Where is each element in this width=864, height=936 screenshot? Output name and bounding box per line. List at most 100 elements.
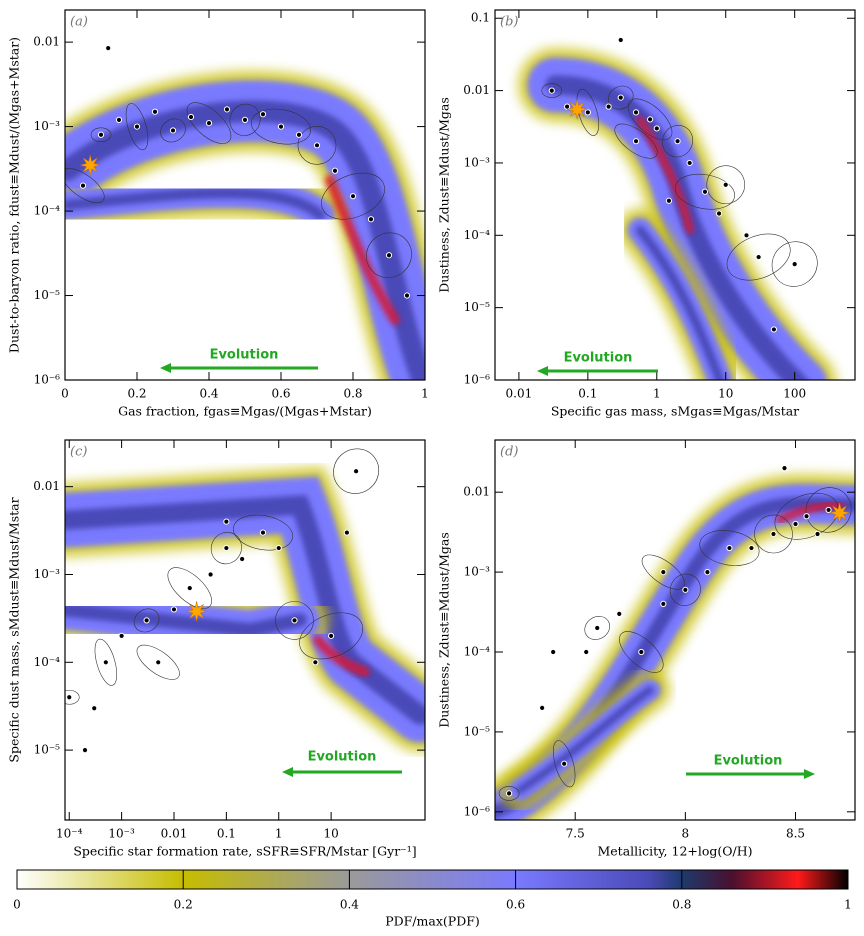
- y-tick-label: 10⁻⁶: [34, 373, 61, 387]
- y-tick-label: 10⁻⁵: [34, 743, 61, 757]
- y-tick-label: 10⁻³: [464, 155, 491, 169]
- data-point: [665, 197, 673, 204]
- error-ellipse: [771, 241, 818, 287]
- error-ellipse: [65, 168, 105, 204]
- data-point: [605, 103, 612, 110]
- data-point: [803, 513, 810, 520]
- data-point: [343, 529, 350, 536]
- x-tick-label: 0.1: [217, 827, 236, 841]
- error-ellipse: [584, 616, 610, 640]
- error-ellipse: [726, 233, 791, 281]
- y-axis-label: Dust-to-baryon ratio, fdust≡Mdust/(Mgas+…: [7, 37, 22, 353]
- error-ellipse: [232, 514, 293, 551]
- data-point: [539, 704, 546, 711]
- data-point: [187, 113, 195, 121]
- data-point: [118, 632, 125, 639]
- data-point: [755, 253, 762, 261]
- error-ellipse: [699, 530, 760, 566]
- colorbar-tick-label: 0: [13, 898, 21, 912]
- data-point: [151, 108, 159, 115]
- plot-frame: [494, 9, 856, 381]
- x-tick-label: 1: [421, 387, 429, 401]
- data-point: [617, 94, 624, 101]
- x-axis-label: Specific star formation rate, sSFR≡SFR/M…: [73, 844, 416, 859]
- plot-area: [518, 36, 836, 380]
- star-marker: [186, 601, 207, 622]
- data-point: [674, 138, 681, 145]
- error-ellipse: [366, 232, 412, 278]
- error-ellipse: [754, 514, 793, 554]
- y-tick-label: 10⁻⁵: [464, 300, 491, 314]
- data-point: [313, 142, 321, 149]
- panel-label: (a): [70, 15, 88, 30]
- y-axis-label: Dustiness, Zdust≡Mdust/Mgas: [437, 532, 452, 728]
- data-point: [632, 109, 640, 116]
- error-ellipse: [669, 573, 701, 606]
- data-point: [632, 138, 640, 145]
- data-point: [617, 36, 624, 44]
- panel-label: (c): [70, 445, 87, 460]
- x-tick-label: 10: [323, 827, 338, 841]
- y-tick-label: 10⁻⁴: [34, 204, 61, 218]
- data-point: [715, 210, 723, 217]
- data-point: [403, 292, 411, 299]
- error-ellipse: [210, 531, 242, 565]
- x-tick-label: 0: [61, 387, 69, 401]
- error-ellipse: [333, 448, 380, 494]
- y-tick-label: 10⁻³: [34, 119, 61, 133]
- data-point: [594, 624, 601, 632]
- data-point: [105, 44, 112, 52]
- x-tick-label: 0.8: [343, 387, 362, 401]
- y-tick-label: 0.01: [33, 479, 60, 493]
- density-peak: [636, 116, 694, 234]
- error-ellipse: [94, 638, 118, 686]
- data-point: [143, 617, 150, 624]
- error-ellipse: [641, 554, 685, 590]
- data-point: [239, 555, 246, 563]
- data-point: [241, 116, 249, 123]
- colorbar-tick-label: 0.6: [506, 898, 525, 912]
- panel-label: (d): [500, 445, 518, 460]
- data-point: [115, 116, 123, 123]
- data-point: [102, 659, 109, 666]
- y-tick-label: 10⁻⁴: [34, 655, 61, 669]
- panel: 10⁻⁴ 10⁻³ 0.01 0.1 1 10 10⁻⁵ 10⁻⁴ 10⁻³ 0.01 Specif…: [7, 439, 426, 859]
- x-tick-label: 1: [653, 387, 661, 401]
- colorbar-tick-label: 0.8: [672, 898, 691, 912]
- data-point: [792, 520, 799, 528]
- data-point: [781, 465, 788, 472]
- data-point: [353, 468, 360, 475]
- error-ellipse: [321, 172, 385, 220]
- y-tick-label: 10⁻⁶: [464, 373, 491, 387]
- data-point: [277, 123, 285, 130]
- x-tick-label: 10: [718, 387, 733, 401]
- y-axis-label: Dustiness, Zdust≡Mdust/Mgas: [437, 97, 452, 293]
- star-marker: [80, 155, 101, 176]
- y-tick-label: 10⁻⁶: [464, 804, 491, 818]
- data-point: [647, 116, 654, 123]
- error-ellipse: [275, 601, 314, 640]
- colorbar: [16, 869, 849, 890]
- data-point: [583, 648, 590, 656]
- data-point: [660, 569, 667, 576]
- x-tick-label: 0.01: [161, 827, 188, 841]
- error-ellipse: [299, 612, 364, 660]
- error-ellipse: [297, 126, 337, 165]
- error-ellipse: [774, 492, 839, 540]
- arrow-head: [537, 366, 548, 376]
- x-tick-label: 7.5: [566, 827, 585, 841]
- data-point: [686, 159, 693, 167]
- density-core: [516, 686, 654, 794]
- x-tick-label: 0.4: [199, 387, 218, 401]
- error-ellipse: [136, 644, 180, 680]
- data-point: [770, 530, 777, 538]
- data-point: [726, 544, 733, 552]
- error-ellipse: [674, 173, 735, 210]
- arrow-head: [282, 767, 293, 777]
- x-tick-label: 0.6: [271, 387, 290, 401]
- data-point: [155, 659, 162, 666]
- x-tick-label: 10⁻⁴: [56, 827, 83, 841]
- y-tick-label: 0.1: [471, 11, 490, 25]
- y-tick-label: 10⁻⁴: [464, 645, 491, 659]
